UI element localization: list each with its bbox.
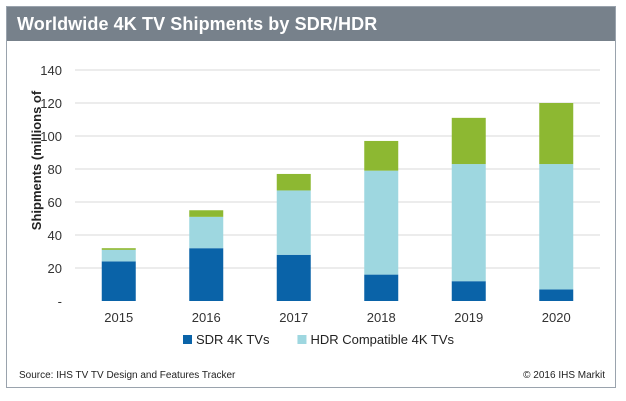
y-tick-label: 40 [48,228,62,243]
bar-segment-sdr [189,248,224,301]
bar-segment-hdr [364,170,399,275]
bar-segment-hdr [539,164,574,290]
y-tick-label: 80 [48,162,62,177]
legend-label: HDR Compatible 4K TVs [310,332,454,347]
x-tick-label: 2020 [542,310,571,325]
x-tick-label: 2015 [104,310,133,325]
bar-segment-hdr [189,216,224,249]
y-tick-label: 20 [48,261,62,276]
bar-segment-top [539,103,574,165]
bar-segment-hdr [276,190,311,255]
copyright-note: © 2016 IHS Markit [523,370,605,381]
bar-segment-sdr [451,281,486,301]
source-note: Source: IHS TV TV Design and Features Tr… [19,370,236,381]
bar-segment-top [189,210,224,217]
x-tick-label: 2018 [367,310,396,325]
y-tick-label: - [58,294,62,309]
x-tick-label: 2017 [279,310,308,325]
y-tick-label: 140 [40,63,62,78]
bar-segment-top [364,140,399,171]
bar-segment-hdr [101,249,136,262]
bar-segment-top [451,117,486,165]
legend-label: SDR 4K TVs [196,332,270,347]
x-tick-label: 2016 [192,310,221,325]
y-tick-label: 60 [48,195,62,210]
legend-swatch [297,335,307,344]
x-tick-label: 2019 [454,310,483,325]
bar-segment-hdr [451,164,486,282]
bar-segment-sdr [101,261,136,301]
title-bar: Worldwide 4K TV Shipments by SDR/HDR [7,7,615,41]
bar-segment-top [101,248,136,250]
y-axis-title: Shipments (millions of [29,90,44,230]
y-tick-label: 100 [40,129,62,144]
bar-segment-top [276,173,311,191]
bar-segment-sdr [539,289,574,301]
legend-swatch [183,335,192,344]
y-tick-label: 120 [40,96,62,111]
bar-segment-sdr [276,254,311,301]
chart-title: Worldwide 4K TV Shipments by SDR/HDR [17,14,378,34]
bar-segment-sdr [364,274,399,301]
